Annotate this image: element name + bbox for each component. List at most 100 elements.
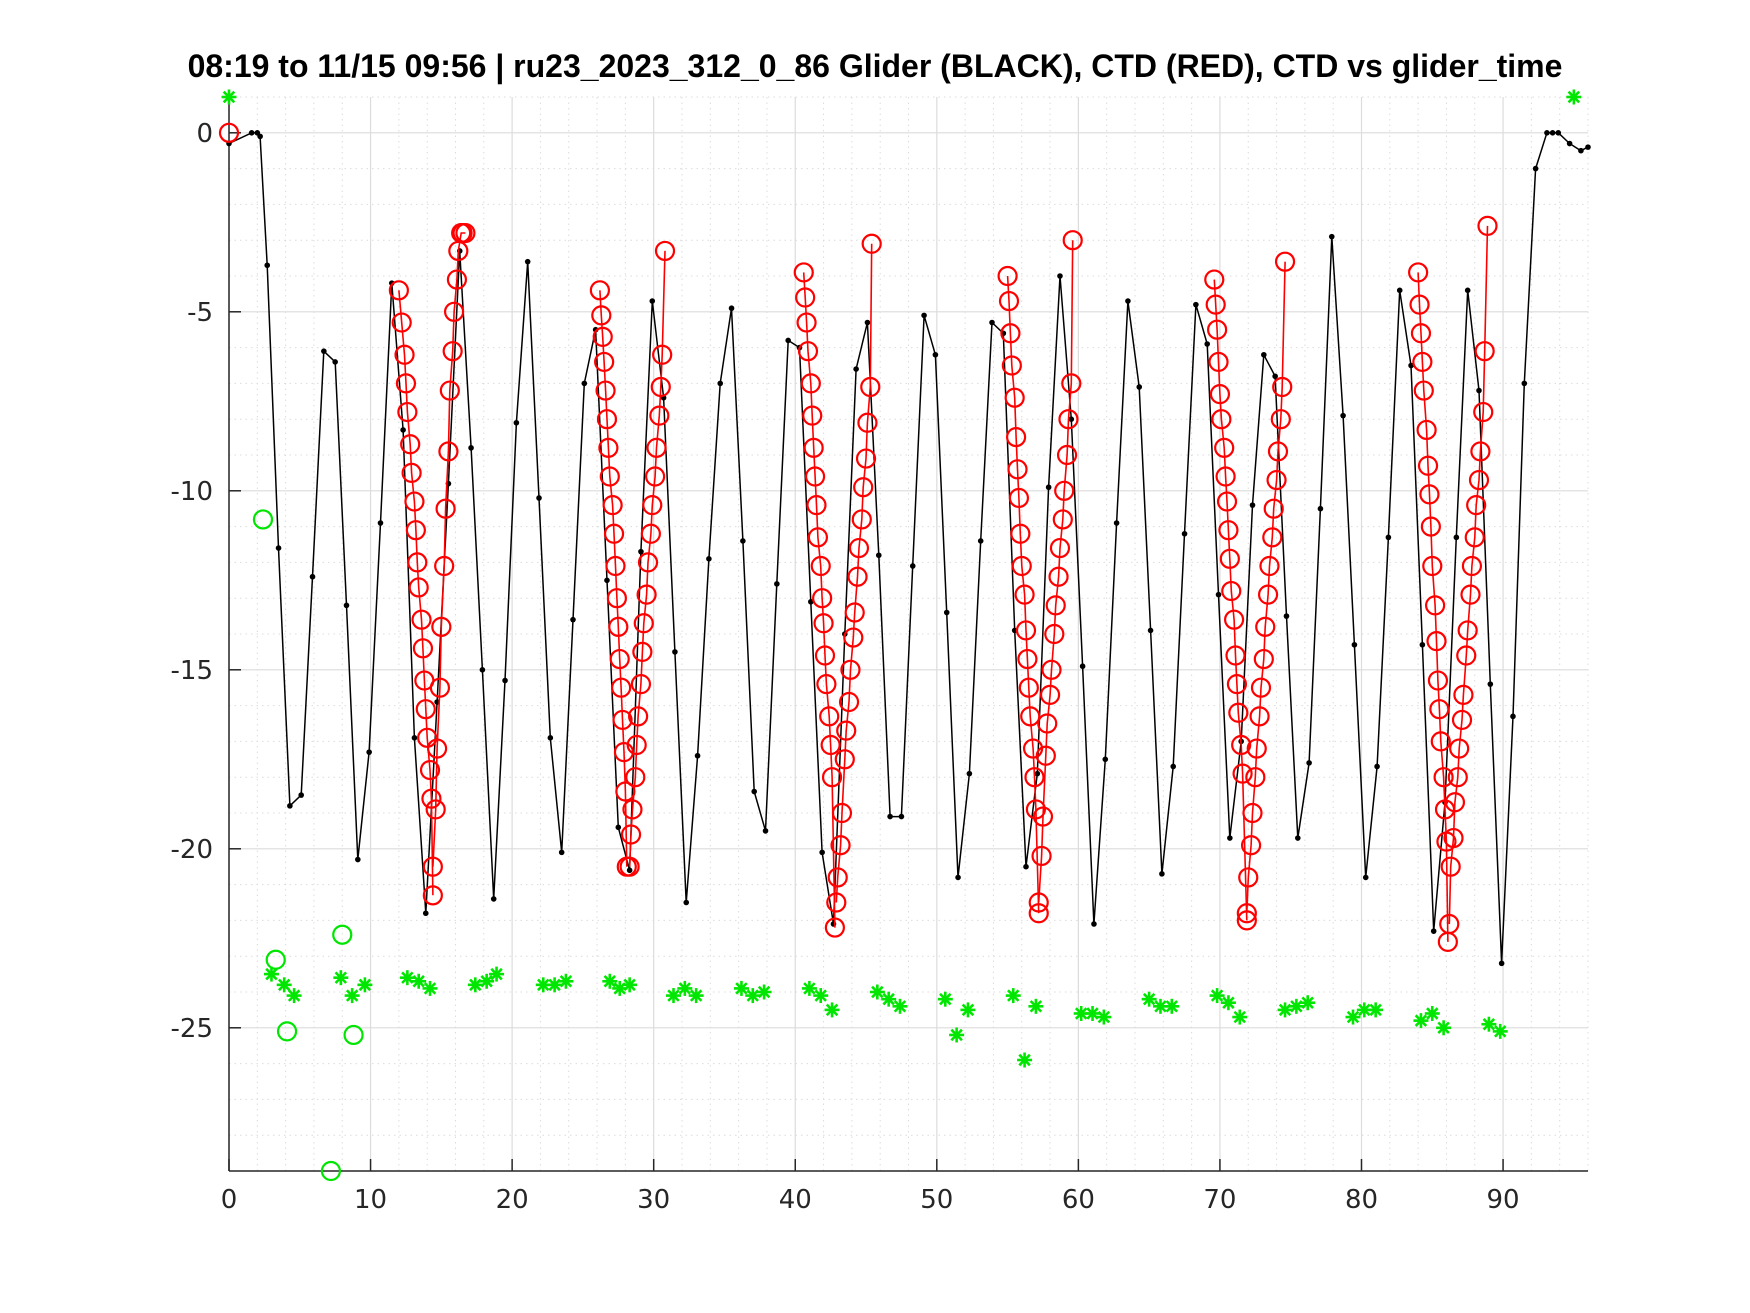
green-star-point xyxy=(1073,1005,1089,1021)
ctd-point xyxy=(1049,537,1071,559)
ctd-point xyxy=(397,401,418,423)
ctd-point xyxy=(596,409,618,430)
ctd-point xyxy=(1413,380,1434,401)
glider-point xyxy=(1045,484,1052,491)
ctd-point xyxy=(605,555,626,577)
glider-point xyxy=(1023,863,1029,870)
ctd-point xyxy=(592,326,613,347)
ctd-point xyxy=(1412,351,1433,373)
glider-point xyxy=(343,602,350,609)
ctd-point xyxy=(1221,580,1242,602)
ctd-point xyxy=(640,523,661,544)
ctd-point xyxy=(599,466,620,487)
ctd-point xyxy=(622,799,643,820)
star-stroke xyxy=(1346,1010,1360,1024)
glider-point xyxy=(1419,641,1426,648)
ctd-point xyxy=(1031,845,1052,867)
glider-point xyxy=(366,749,372,755)
ctd-cast-line xyxy=(1037,240,1074,903)
star-stroke xyxy=(559,975,573,988)
ctd-point xyxy=(804,466,826,487)
ctd-point xyxy=(1020,706,1041,727)
star-stroke xyxy=(893,1000,907,1013)
glider-point xyxy=(1351,641,1358,648)
star-stroke xyxy=(1097,1010,1111,1024)
glider-point xyxy=(1181,530,1188,537)
ctd-point xyxy=(1056,444,1078,466)
ctd-point xyxy=(861,233,882,254)
green-star-point xyxy=(688,988,704,1004)
ctd-point xyxy=(1024,767,1045,788)
glider-point xyxy=(479,667,486,673)
y-tick-label: 0 xyxy=(196,119,213,149)
ctd-point xyxy=(1253,648,1274,670)
ctd-point xyxy=(589,280,610,301)
y-tick-label: -5 xyxy=(187,298,213,328)
star-stroke xyxy=(1007,989,1020,1002)
ctd-point xyxy=(1440,856,1461,877)
ctd-point xyxy=(1018,677,1039,698)
ctd-point xyxy=(814,645,836,666)
glider-point xyxy=(400,427,406,433)
ctd-point xyxy=(591,305,612,326)
ctd-point xyxy=(1262,527,1283,548)
glider-point xyxy=(1193,301,1199,308)
glider-point xyxy=(1079,663,1086,670)
ctd-point xyxy=(439,380,460,401)
ctd-point xyxy=(1416,419,1437,441)
ctd-point xyxy=(1242,802,1263,824)
star-stroke xyxy=(1482,1017,1496,1031)
glider-point xyxy=(332,359,338,365)
ctd-point xyxy=(619,856,640,877)
ctd-point xyxy=(1061,373,1082,394)
green-star-point xyxy=(422,980,438,996)
ctd-point xyxy=(803,437,824,458)
green-star-point xyxy=(467,977,483,993)
ctd-point xyxy=(1004,387,1025,408)
green-star-point xyxy=(1436,1020,1452,1036)
green-star-point xyxy=(357,977,373,993)
star-stroke xyxy=(537,978,550,992)
glider-point xyxy=(1215,591,1222,598)
glider-point xyxy=(1549,130,1556,136)
star-stroke xyxy=(803,982,816,995)
ctd-point xyxy=(824,917,845,938)
glider-point xyxy=(1249,502,1256,508)
star-stroke xyxy=(334,971,348,984)
ctd-point xyxy=(1410,323,1432,344)
ctd-point xyxy=(1408,262,1429,283)
ctd-point xyxy=(1464,527,1485,548)
glider-point xyxy=(1453,534,1460,541)
ctd-point xyxy=(405,520,426,541)
ctd-point xyxy=(630,674,652,695)
y-tick-label: -25 xyxy=(171,1014,213,1044)
ctd-point xyxy=(1035,745,1056,766)
ctd-point xyxy=(1255,616,1276,637)
ctd-cast-line xyxy=(398,290,434,896)
star-stroke xyxy=(1567,90,1581,104)
star-stroke xyxy=(678,982,692,995)
glider-point xyxy=(536,495,542,501)
ctd-point xyxy=(1205,294,1226,315)
ctd-point xyxy=(997,265,1018,287)
ctd-point xyxy=(1426,631,1447,652)
star-stroke xyxy=(1290,1000,1303,1013)
ctd-point xyxy=(806,495,827,516)
ctd-point xyxy=(1238,867,1259,888)
green-star-point xyxy=(1492,1023,1508,1039)
ctd-cast-line xyxy=(802,272,836,928)
star-stroke xyxy=(1222,996,1235,1009)
ctd-point xyxy=(1451,709,1473,731)
star-stroke xyxy=(480,975,493,988)
glider-point xyxy=(377,520,384,526)
glider-point xyxy=(513,419,520,426)
ctd-point xyxy=(1430,731,1451,752)
ctd-point xyxy=(855,448,877,469)
glider-point xyxy=(411,735,418,741)
glider-point xyxy=(989,319,995,326)
ctd-point xyxy=(1014,584,1035,605)
star-stroke xyxy=(469,978,482,992)
green-star-point xyxy=(1413,1013,1429,1029)
ctd-point xyxy=(1453,684,1474,705)
ctd-point xyxy=(1025,799,1047,820)
